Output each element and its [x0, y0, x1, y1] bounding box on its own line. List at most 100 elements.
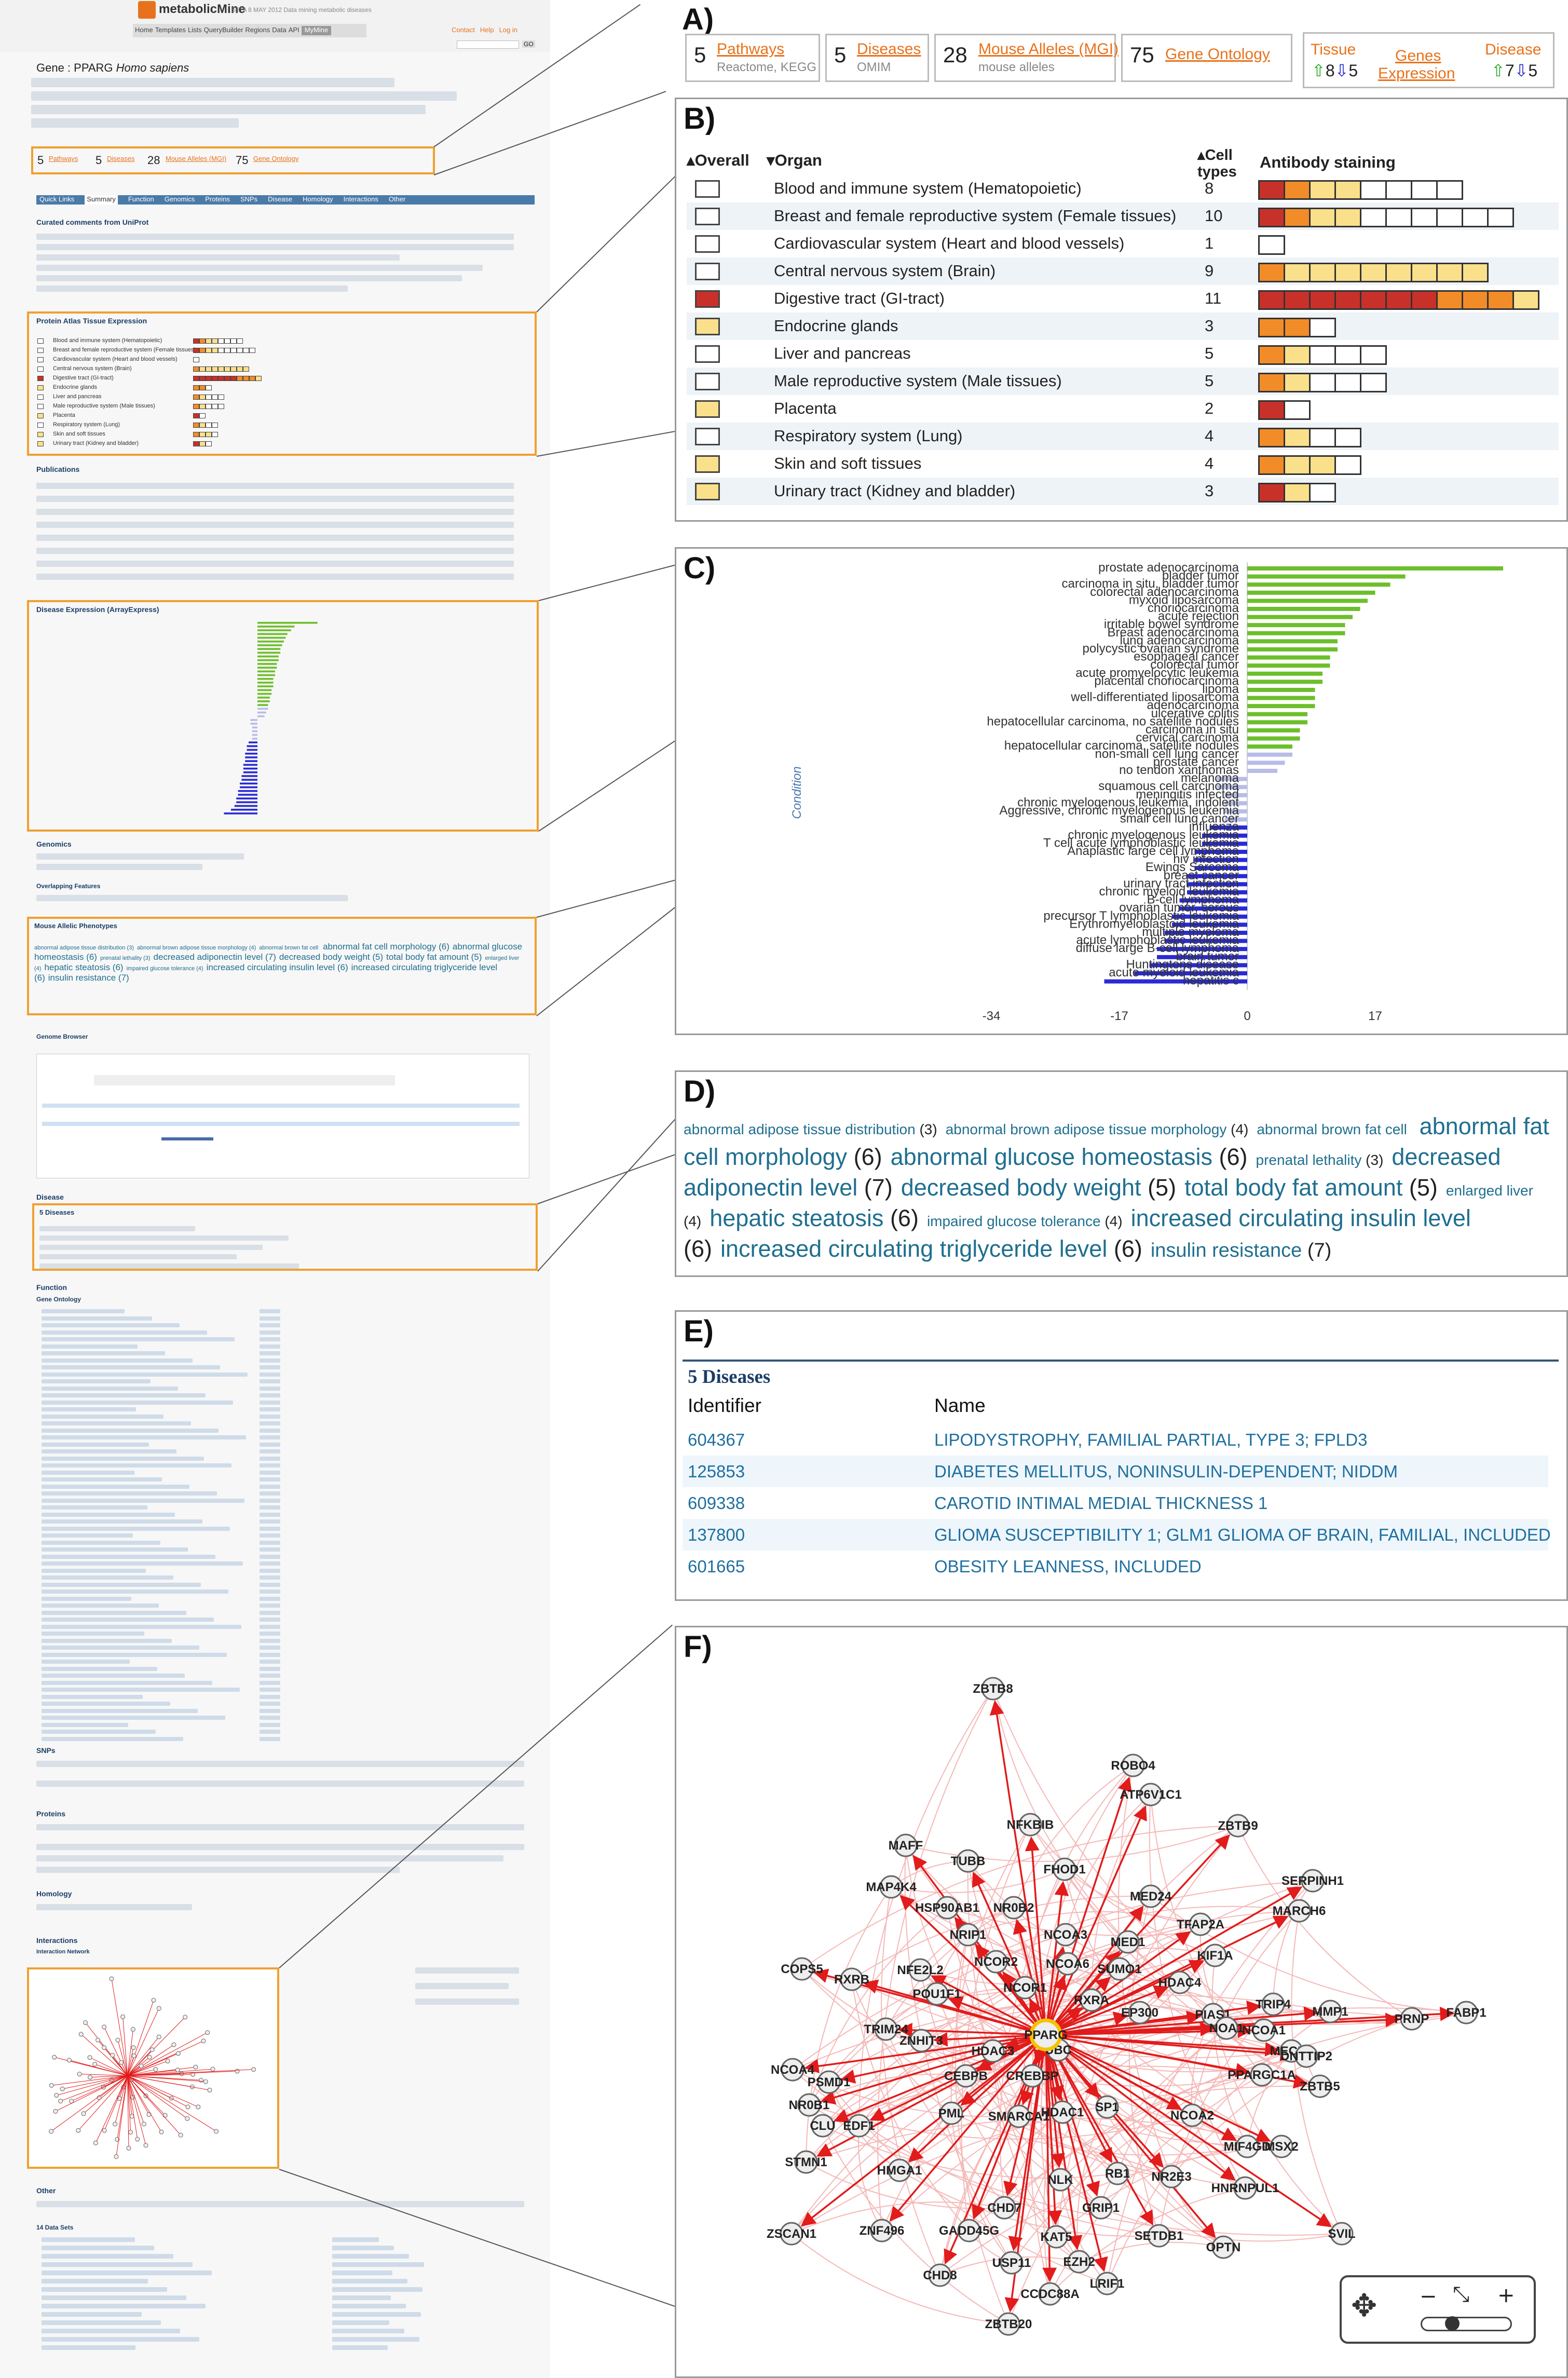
staining-cell[interactable]: [1309, 483, 1336, 502]
mini-phenotype-term[interactable]: impaired glucose tolerance (4): [126, 966, 203, 972]
chart-bar[interactable]: [1247, 615, 1353, 619]
network-node[interactable]: MARCH6: [1273, 1899, 1326, 1923]
network-node[interactable]: SETDB1: [1135, 2224, 1184, 2248]
staining-cell[interactable]: [1284, 263, 1311, 282]
network-node[interactable]: OPTN: [1206, 2235, 1241, 2259]
node-circle[interactable]: [781, 2058, 805, 2082]
staining-cell[interactable]: [1258, 318, 1285, 337]
phenotype-term[interactable]: decreased body weight (5): [901, 1174, 1176, 1201]
staining-cell[interactable]: [1334, 208, 1361, 227]
staining-cell[interactable]: [1360, 180, 1387, 200]
staining-cell[interactable]: [1258, 345, 1285, 365]
node-circle[interactable]: [1139, 1783, 1163, 1806]
mini-diseases-link[interactable]: Diseases: [107, 155, 135, 162]
expression-link[interactable]: Expression: [1378, 65, 1455, 82]
phenotype-term[interactable]: abnormal brown fat cell: [1257, 1121, 1411, 1137]
network-node[interactable]: TRIM24: [864, 2017, 908, 2041]
node-circle[interactable]: [997, 2312, 1020, 2336]
node-circle[interactable]: [1318, 2000, 1342, 2023]
phenotype-term[interactable]: decreased adiponectin level (7): [684, 1144, 1501, 1201]
node-circle[interactable]: [1400, 2007, 1424, 2031]
node-circle[interactable]: [1180, 2103, 1204, 2127]
network-node[interactable]: PRNP: [1395, 2007, 1429, 2031]
mini-phenotype-term[interactable]: increased circulating insulin level (6): [206, 962, 348, 972]
tab-other[interactable]: Other: [388, 195, 406, 203]
chart-bar[interactable]: [1149, 963, 1248, 968]
node-circle[interactable]: [1018, 1813, 1042, 1837]
staining-cell[interactable]: [1334, 180, 1361, 200]
chart-bar[interactable]: [1247, 647, 1338, 651]
mini-phenotype-term[interactable]: abnormal adipose tissue distribution (3): [34, 945, 134, 951]
node-circle[interactable]: [1106, 2162, 1129, 2185]
tab-snps[interactable]: SNPs: [240, 195, 258, 203]
node-circle[interactable]: [1147, 2224, 1171, 2248]
diseases-link[interactable]: Diseases: [857, 40, 921, 58]
chart-bar[interactable]: [1247, 720, 1307, 725]
phenotype-term[interactable]: impaired glucose tolerance (4): [927, 1213, 1123, 1229]
network-node[interactable]: NR0B1: [789, 2093, 830, 2117]
network-node[interactable]: ZBTB5: [1300, 2074, 1340, 2098]
node-circle[interactable]: [1301, 1869, 1325, 1893]
mini-phenotype-term[interactable]: hepatic steatosis (6): [44, 962, 124, 972]
col-cell-types[interactable]: ▴Cell types: [1197, 147, 1237, 180]
node-circle[interactable]: [1128, 2001, 1152, 2024]
staining-cell[interactable]: [1309, 290, 1336, 310]
staining-cell[interactable]: [1309, 455, 1336, 475]
staining-cell[interactable]: [1258, 400, 1285, 420]
network-node[interactable]: MED24: [1130, 1884, 1172, 1908]
network-node[interactable]: FABP1: [1446, 2001, 1487, 2024]
node-circle[interactable]: [1067, 2250, 1091, 2274]
node-circle[interactable]: [928, 2263, 952, 2287]
staining-cell[interactable]: [1436, 263, 1463, 282]
staining-cell[interactable]: [1436, 180, 1463, 200]
nav-querybuilder[interactable]: QueryBuilder: [203, 26, 243, 34]
chart-bar[interactable]: [1172, 922, 1247, 927]
disease-name[interactable]: LIPODYSTROPHY, FAMILIAL PARTIAL, TYPE 3;…: [934, 1430, 1368, 1449]
node-circle[interactable]: [879, 1875, 903, 1899]
node-circle[interactable]: [894, 1833, 918, 1857]
network-node[interactable]: CLU: [810, 2114, 836, 2138]
network-node[interactable]: PSMD1: [808, 2070, 851, 2094]
center-node-circle[interactable]: [1029, 2018, 1062, 2051]
interaction-network[interactable]: ZBTB8 MAFF ROBO4 NFKBIB TUBB ATP6V1C1 ZBTB9 MAP…: [676, 1627, 1566, 2375]
network-node[interactable]: EDF1: [843, 2114, 875, 2138]
organ-row[interactable]: Central nervous system (Brain) 9: [687, 257, 1559, 285]
staining-cell[interactable]: [1258, 455, 1285, 475]
go-link[interactable]: Gene Ontology: [1165, 46, 1270, 63]
node-circle[interactable]: [1287, 1899, 1311, 1923]
organ-row[interactable]: Skin and soft tissues 4: [687, 450, 1559, 478]
nav-regions[interactable]: Regions: [245, 26, 270, 34]
network-node[interactable]: ZBTB20: [985, 2312, 1032, 2336]
staining-cell[interactable]: [1360, 345, 1387, 365]
node-circle[interactable]: [1013, 1976, 1037, 2000]
node-circle[interactable]: [811, 2114, 835, 2138]
staining-cell[interactable]: [1334, 373, 1361, 392]
chart-bar[interactable]: [1247, 655, 1330, 660]
staining-cell[interactable]: [1334, 263, 1361, 282]
chart-bar[interactable]: [1224, 801, 1248, 806]
staining-cell[interactable]: [1258, 208, 1285, 227]
nav-templates[interactable]: Templates: [155, 26, 186, 34]
fit-icon[interactable]: ⤡: [1453, 2282, 1469, 2306]
network-node[interactable]: GRIP1: [1082, 2196, 1120, 2220]
disease-name[interactable]: OBESITY LEANNESS, INCLUDED: [934, 1557, 1202, 1576]
network-node[interactable]: MSX2: [1264, 2135, 1299, 2158]
node-circle[interactable]: [1250, 2063, 1274, 2087]
chart-bar[interactable]: [1194, 866, 1248, 871]
node-circle[interactable]: [874, 2017, 898, 2041]
node-circle[interactable]: [1121, 1754, 1145, 1777]
node-circle[interactable]: [1211, 2235, 1235, 2259]
node-circle[interactable]: [847, 2114, 871, 2138]
staining-cell[interactable]: [1385, 290, 1412, 310]
node-circle[interactable]: [1226, 1814, 1250, 1838]
node-circle[interactable]: [1020, 2064, 1044, 2088]
node-circle[interactable]: [925, 1982, 949, 2006]
staining-cell[interactable]: [1309, 318, 1336, 337]
mini-go-link[interactable]: Gene Ontology: [253, 155, 299, 162]
staining-cell[interactable]: [1334, 290, 1361, 310]
node-circle[interactable]: [981, 1677, 1005, 1701]
organ-row[interactable]: Blood and immune system (Hematopoietic) 8: [687, 175, 1559, 202]
mini-phenotype-term[interactable]: total body fat amount (5): [386, 952, 482, 962]
mini-phenotype-term[interactable]: insulin resistance (7): [48, 973, 129, 983]
network-node[interactable]: PML: [938, 2101, 965, 2125]
